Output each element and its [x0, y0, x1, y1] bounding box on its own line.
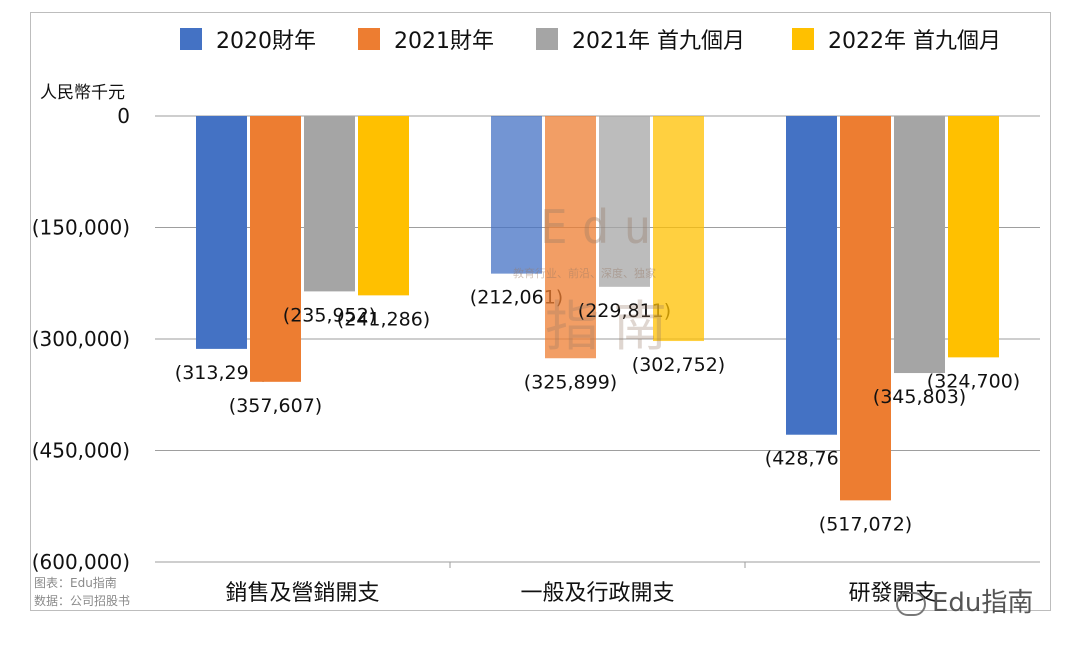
data-label: (325,899): [524, 371, 617, 393]
legend-swatch-2021: [358, 28, 380, 50]
legend-label-2020: 2020財年: [216, 29, 316, 54]
bar: [358, 116, 409, 296]
legend: 2020財年 2021財年 2021年 首九個月 2022年 首九個月: [180, 22, 1040, 56]
category-label: 銷售及營銷開支: [225, 581, 379, 606]
bar: [894, 116, 945, 374]
bar: [304, 116, 355, 292]
data-label: (241,286): [337, 308, 430, 330]
y-tick-label: (300,000): [32, 327, 130, 351]
data-label: (345,803): [873, 386, 966, 408]
wechat-icon: [896, 591, 926, 616]
bar: [250, 116, 301, 382]
legend-item-2020: 2020財年: [180, 22, 316, 56]
data-label: (212,061): [470, 287, 563, 309]
bar: [786, 116, 837, 435]
watermark-subtitle: 教育行业、前沿、深度、独家: [513, 267, 656, 280]
y-tick-label: (450,000): [32, 439, 130, 463]
data-label: (517,072): [819, 513, 912, 535]
y-tick-label: (600,000): [32, 550, 130, 574]
watermark-title: Edu: [540, 200, 666, 254]
bar: [196, 116, 247, 349]
data-label: (302,752): [632, 354, 725, 376]
legend-label-2021: 2021財年: [394, 29, 494, 54]
data-label: (313,298): [175, 362, 268, 384]
watermark-name: 指南: [545, 295, 681, 358]
data-label: (324,700): [927, 370, 1020, 392]
data-label: (357,607): [229, 395, 322, 417]
data-credit: 数据：公司招股书: [34, 594, 131, 608]
legend-label-2022-9m: 2022年 首九個月: [828, 29, 1001, 54]
legend-item-2022-9m: 2022年 首九個月: [792, 22, 1001, 56]
brand-label: Edu指南: [932, 588, 1034, 618]
bar: [840, 116, 891, 501]
bar: [653, 116, 704, 342]
y-axis-unit-label: 人民幣千元: [40, 83, 125, 103]
y-tick-label: (150,000): [32, 216, 130, 240]
chart-frame: [30, 12, 1051, 611]
bar: [948, 116, 999, 358]
legend-swatch-2022-9m: [792, 28, 814, 50]
brand: Edu指南: [896, 582, 1033, 619]
chart-credit: 图表：Edu指南: [34, 576, 117, 590]
legend-swatch-2021-9m: [536, 28, 558, 50]
legend-item-2021: 2021財年: [358, 22, 494, 56]
data-label: (229,811): [578, 300, 671, 322]
legend-swatch-2020: [180, 28, 202, 50]
legend-item-2021-9m: 2021年 首九個月: [536, 22, 745, 56]
data-label: (235,952): [283, 304, 376, 326]
data-label: (428,766): [765, 448, 858, 470]
bar: [545, 116, 596, 359]
y-tick-label: 0: [117, 104, 130, 128]
bar: [491, 116, 542, 274]
bar: [599, 116, 650, 287]
category-label: 一般及行政開支: [520, 581, 674, 606]
legend-label-2021-9m: 2021年 首九個月: [572, 29, 745, 54]
